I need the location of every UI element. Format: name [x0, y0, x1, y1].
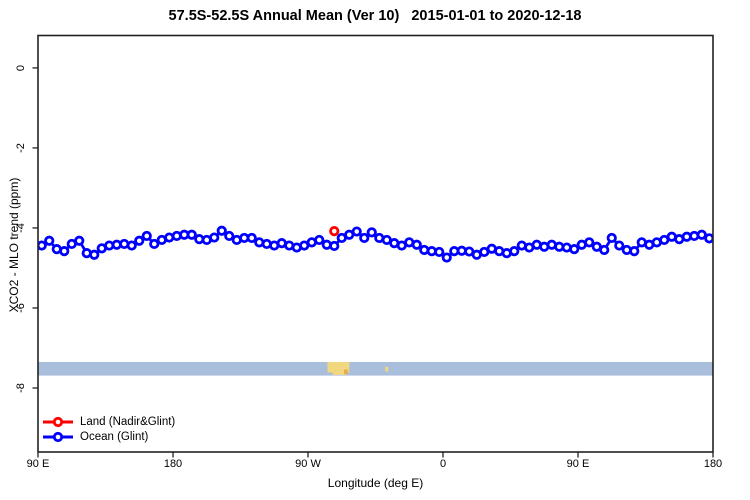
legend: Land (Nadir&Glint) Ocean (Glint)	[42, 414, 175, 444]
x-tick-label: 0	[439, 458, 447, 470]
ocean-band	[38, 361, 713, 376]
data-point-marker	[224, 230, 235, 242]
plot-border	[37, 34, 714, 453]
land-segment	[385, 366, 389, 372]
data-point-marker	[599, 244, 610, 256]
data-point-marker	[38, 240, 47, 251]
data-point-marker	[149, 238, 160, 250]
legend-item: Ocean (Glint)	[42, 429, 175, 444]
data-point-marker	[629, 246, 640, 257]
data-point-marker	[329, 226, 340, 237]
data-point-marker	[89, 249, 100, 260]
data-point-marker	[366, 227, 377, 238]
data-point-marker	[704, 233, 713, 244]
data-point-marker	[509, 246, 520, 257]
data-point-marker	[134, 235, 145, 246]
data-point-marker	[126, 240, 137, 251]
data-point-marker	[209, 232, 220, 243]
data-point-marker	[569, 244, 580, 255]
x-axis-label: Longitude (deg E)	[327, 476, 424, 490]
data-point-marker	[246, 232, 257, 244]
data-point-marker	[74, 235, 85, 246]
x-tick-label: 180	[703, 458, 723, 470]
data-point-marker	[44, 235, 55, 246]
data-point-marker	[186, 229, 197, 240]
data-point-marker	[351, 226, 362, 237]
data-point-marker	[216, 225, 227, 236]
x-tick-label: 90 W	[295, 458, 321, 470]
x-tick-label: 180	[163, 458, 183, 470]
plot-area	[38, 225, 713, 376]
y-tick-label: -2	[15, 143, 27, 153]
data-point-marker	[59, 246, 70, 257]
data-point-marker	[329, 240, 340, 252]
legend-label: Land (Nadir&Glint)	[80, 415, 176, 428]
data-point-marker	[441, 252, 452, 263]
legend-marker-icon	[43, 416, 73, 427]
chart-title: 57.5S-52.5S Annual Mean (Ver 10) 2015-01…	[168, 8, 582, 24]
data-point-marker	[606, 232, 617, 244]
legend-marker-icon	[43, 431, 73, 442]
land-accent-segment	[344, 369, 348, 375]
data-point-marker	[141, 230, 152, 242]
land-segment	[332, 366, 347, 375]
x-tick-label: 90 E	[26, 458, 50, 470]
legend-item: Land (Nadir&Glint)	[42, 414, 175, 429]
y-tick-label: -4	[15, 223, 27, 233]
legend-label: Ocean (Glint)	[80, 430, 149, 443]
data-point-marker	[434, 246, 445, 258]
y-tick-label: -6	[15, 303, 27, 313]
x-tick-label: 90 E	[566, 458, 590, 470]
data-point-marker	[696, 229, 707, 240]
data-point-marker	[314, 234, 325, 246]
y-tick-label: 0	[15, 64, 27, 71]
y-tick-label: -8	[15, 383, 27, 393]
data-point-marker	[359, 232, 370, 244]
data-point-marker	[411, 239, 422, 250]
data-point-marker	[584, 237, 595, 248]
y-axis-label: XCO2 - MLO trend (ppm)	[7, 177, 21, 313]
data-point-marker	[614, 240, 625, 251]
